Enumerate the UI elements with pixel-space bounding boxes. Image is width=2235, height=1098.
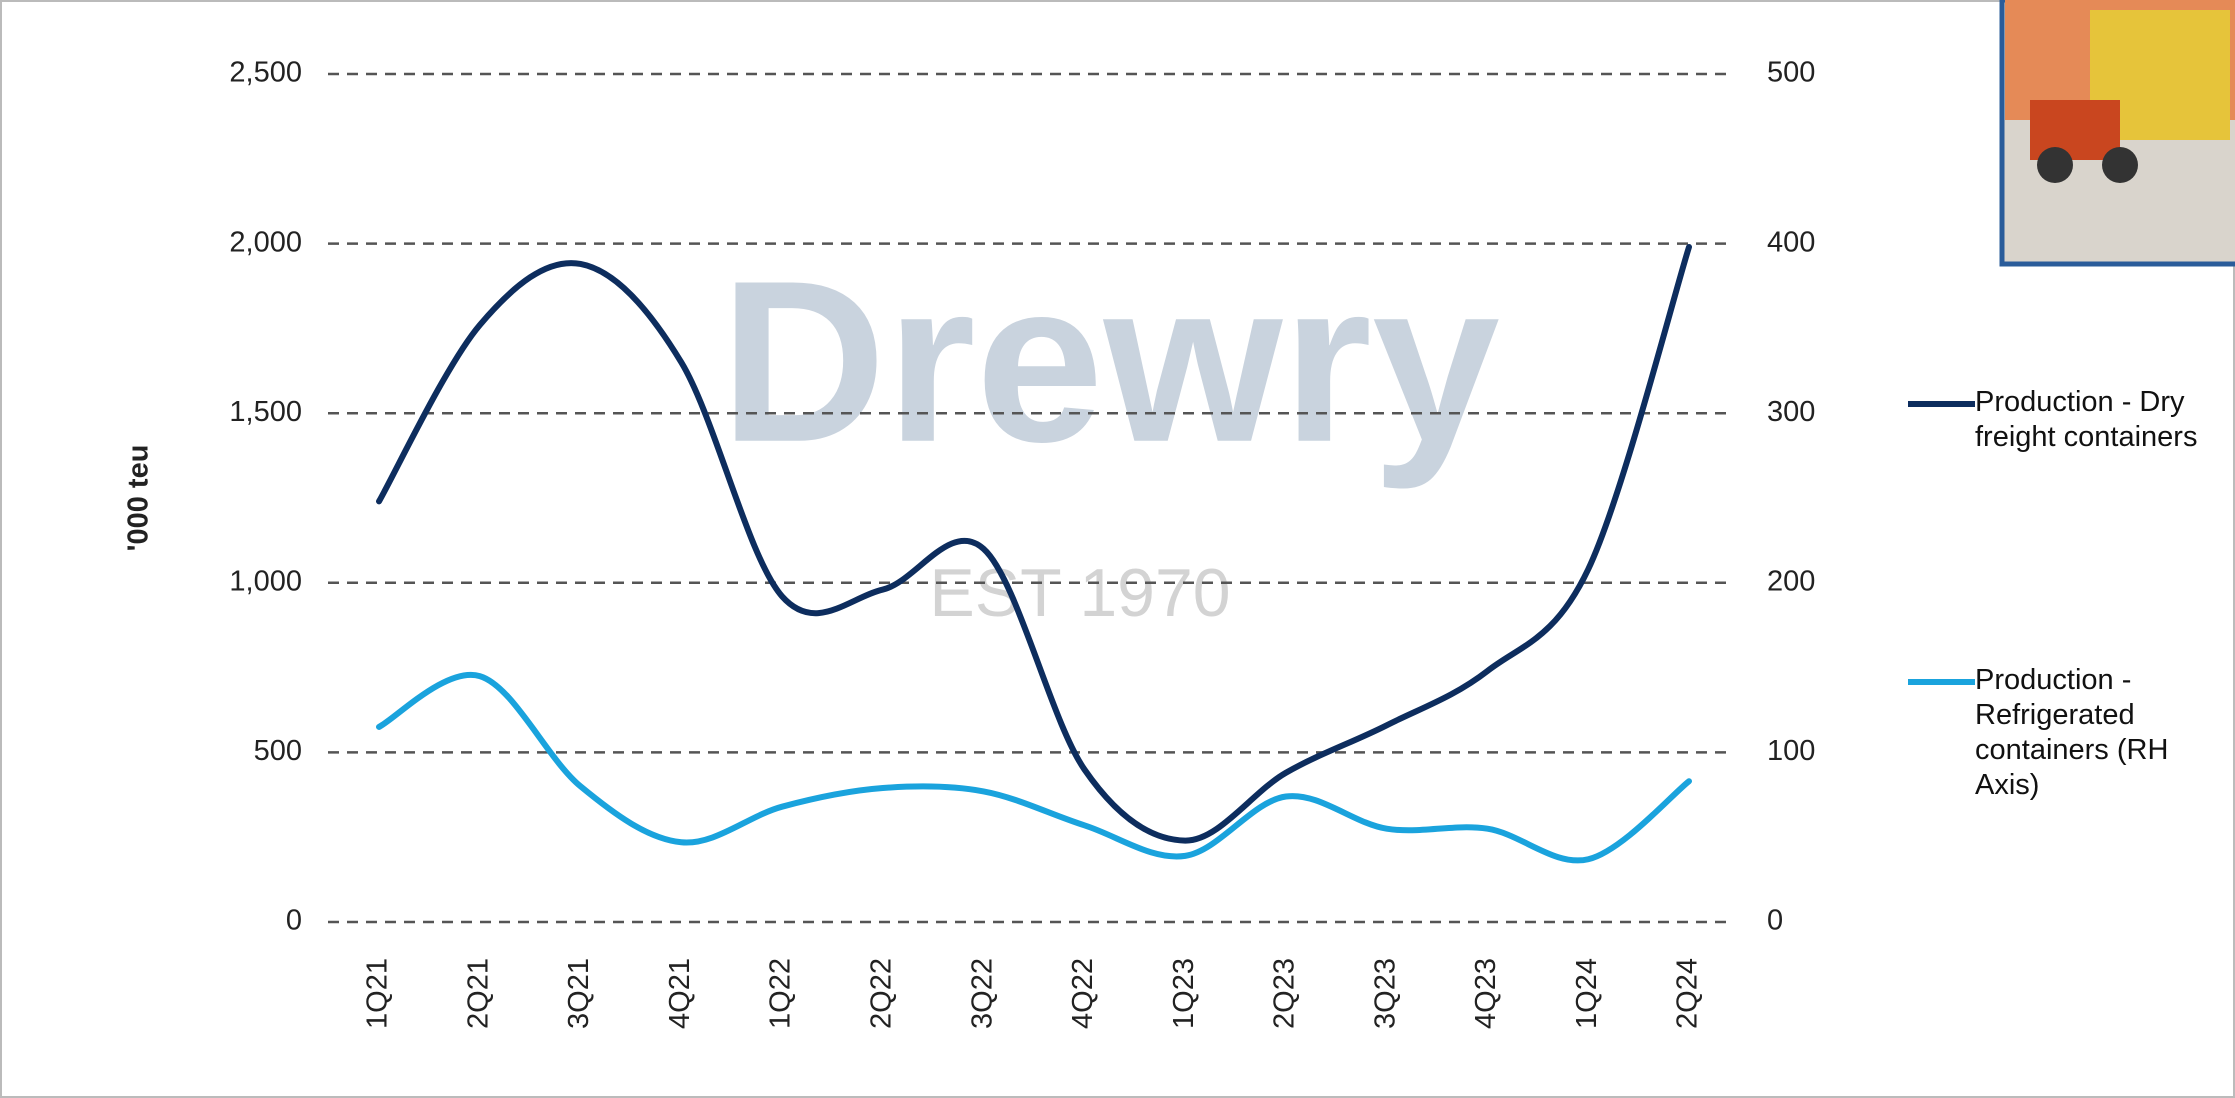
page: {"chart_data": {"type": "line", "y_label…: [0, 0, 2235, 1098]
y2-tick-label: 300: [1767, 396, 1815, 428]
x-tick-label: 2Q24: [1672, 958, 1704, 1029]
x-tick-label: 1Q23: [1168, 958, 1200, 1029]
x-tick-label: 1Q22: [765, 958, 797, 1029]
x-tick-label: 2Q21: [462, 958, 494, 1029]
x-tick-label: 4Q21: [664, 958, 696, 1029]
y-tick-label: 1,000: [229, 565, 302, 597]
x-tick-label: 1Q21: [362, 958, 394, 1029]
y-tick-label: 500: [254, 735, 302, 767]
y-tick-label: 0: [286, 905, 302, 937]
series-line: [379, 675, 1689, 861]
y2-tick-label: 500: [1767, 57, 1815, 89]
y2-tick-label: 200: [1767, 565, 1815, 597]
y2-tick-label: 100: [1767, 735, 1815, 767]
y-tick-label: 2,000: [229, 226, 302, 258]
y-tick-label: 1,500: [229, 396, 302, 428]
y-tick-label: 2,500: [229, 57, 302, 89]
legend-entry: Production - Refrigerated containers (RH…: [1975, 663, 2235, 803]
x-tick-label: 1Q24: [1571, 958, 1603, 1029]
frame: [1, 1, 2234, 1097]
x-tick-label: 4Q23: [1470, 958, 1502, 1029]
y2-tick-label: 0: [1767, 905, 1783, 937]
photo: [2002, 0, 2235, 264]
y-axis-label: '000 teu: [123, 445, 155, 552]
watermark-sub: EST 1970: [929, 555, 1230, 631]
chart: Drewry EST 1970 '000 teu 0 500 1,000 1,500 2…: [0, 0, 2235, 1098]
x-tick-label: 3Q22: [966, 958, 998, 1029]
x-tick-label: 4Q22: [1067, 958, 1099, 1029]
x-tick-label: 2Q23: [1269, 958, 1301, 1029]
watermark: Drewry: [720, 233, 1500, 490]
y2-tick-label: 400: [1767, 226, 1815, 258]
x-tick-label: 3Q23: [1369, 958, 1401, 1029]
legend-entry: Production - Dry freight containers: [1975, 385, 2235, 455]
x-tick-label: 3Q21: [563, 958, 595, 1029]
x-tick-label: 2Q22: [866, 958, 898, 1029]
